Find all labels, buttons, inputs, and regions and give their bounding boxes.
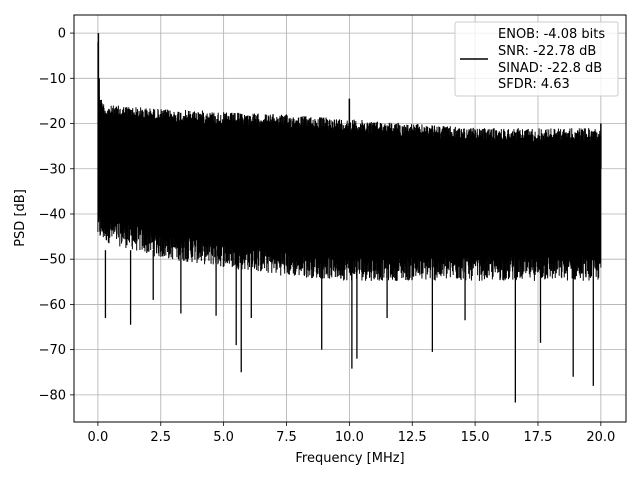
y-tick-label: 0 bbox=[58, 27, 66, 42]
legend: ENOB: -4.08 bits SNR: -22.78 dB SINAD: -… bbox=[454, 21, 619, 97]
psd-series bbox=[97, 33, 602, 403]
legend-entry-sinad: SINAD: -22.8 dB bbox=[498, 61, 602, 76]
legend-entry-enob: ENOB: -4.08 bits bbox=[498, 27, 605, 42]
y-tick-label: −60 bbox=[39, 298, 66, 313]
x-tick-label: 15.0 bbox=[461, 430, 490, 445]
y-tick-label: −10 bbox=[39, 72, 66, 87]
y-tick-label: −30 bbox=[39, 162, 66, 177]
x-tick-label: 17.5 bbox=[524, 430, 553, 445]
x-tick-label: 10.0 bbox=[335, 430, 364, 445]
x-tick-label: 7.5 bbox=[276, 430, 297, 445]
x-tick-label: 12.5 bbox=[398, 430, 427, 445]
x-tick-label: 2.5 bbox=[150, 430, 171, 445]
y-tick-label: −70 bbox=[39, 343, 66, 358]
y-tick-label: −40 bbox=[39, 207, 66, 222]
x-tick-label: 20.0 bbox=[586, 430, 615, 445]
y-tick-label: −80 bbox=[39, 388, 66, 403]
x-tick-label: 5.0 bbox=[213, 430, 234, 445]
psd-trace bbox=[97, 41, 602, 281]
legend-entry-sfdr: SFDR: 4.63 bbox=[498, 77, 570, 92]
plot-frame bbox=[73, 14, 627, 423]
legend-box bbox=[454, 21, 619, 97]
y-tick-label: −50 bbox=[39, 253, 66, 268]
x-axis-ticks: 0.0 2.5 5.0 7.5 10.0 12.5 15.0 17.5 20.0 bbox=[88, 422, 615, 445]
x-axis-label: Frequency [MHz] bbox=[295, 451, 404, 466]
y-tick-label: −20 bbox=[39, 117, 66, 132]
y-axis-label: PSD [dB] bbox=[13, 189, 28, 247]
y-axis-ticks: 0 −10 −20 −30 −40 −50 −60 −70 −80 bbox=[39, 27, 74, 403]
x-tick-label: 0.0 bbox=[88, 430, 109, 445]
legend-entry-snr: SNR: -22.78 dB bbox=[498, 44, 596, 59]
